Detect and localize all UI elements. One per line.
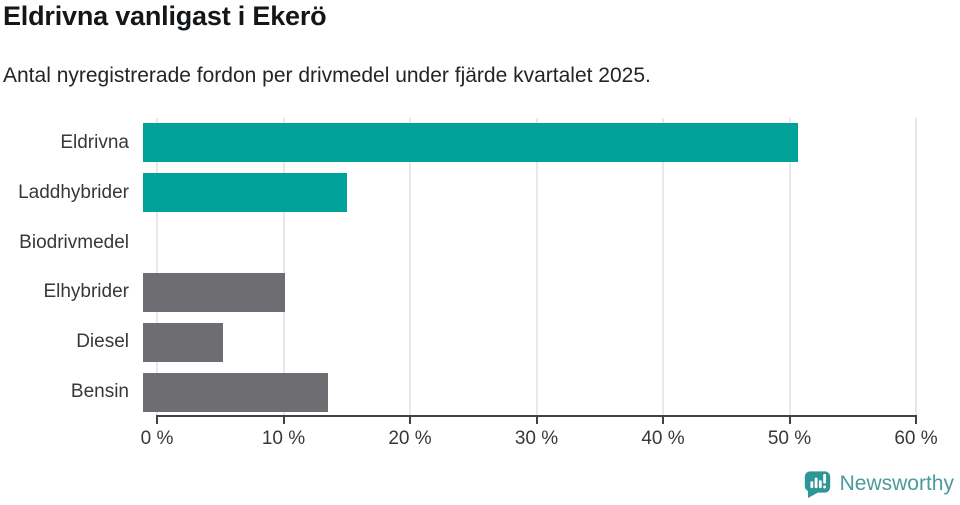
x-tick-label: 20 % (388, 428, 432, 449)
bar (143, 372, 328, 412)
x-axis-line (156, 415, 917, 417)
bar-row: Laddhybrider (0, 168, 916, 218)
gridline (156, 118, 158, 417)
bar (143, 123, 799, 163)
x-tick-label: 50 % (767, 428, 812, 449)
x-tick-mark (156, 417, 158, 424)
x-tick-mark (788, 417, 791, 424)
gridline (662, 118, 664, 417)
bar (143, 173, 347, 213)
bar-row: Elhybrider (0, 267, 916, 317)
x-tick-mark (282, 417, 285, 424)
gridline (915, 118, 917, 417)
bar-rows: Eldrivna Laddhybrider Biodrivmedel Elhybrid… (0, 118, 916, 417)
gridline (535, 118, 538, 417)
x-tick-mark (662, 417, 664, 424)
category-label: Biodrivmedel (19, 231, 129, 253)
x-tick-label: 10 % (261, 428, 306, 449)
bar-row: Eldrivna (0, 118, 916, 168)
plot-area: 0 % 10 % 20 % 30 % 40 % 50 % 60 % (141, 118, 938, 449)
bar-row: Bensin (0, 367, 916, 417)
category-label: Bensin (70, 381, 129, 403)
x-tick-label: 30 % (514, 428, 559, 449)
brand-name: Newsworthy (839, 472, 954, 495)
bar-chart: 0 % 10 % 20 % 30 % 40 % 50 % 60 % Eldrivna Ladd… (0, 118, 960, 458)
x-tick-mark (535, 417, 538, 424)
bar (143, 272, 285, 312)
x-tick-label: 0 % (140, 428, 174, 449)
brand-footer: Newsworthy (803, 469, 954, 499)
chart-subtitle: Antal nyregistrerade fordon per drivmede… (3, 64, 651, 87)
category-label: Laddhybrider (18, 181, 129, 203)
x-tick-label: 60 % (894, 428, 938, 449)
chart-title: Eldrivna vanligast i Ekerö (3, 1, 327, 31)
bar (143, 322, 223, 362)
gridline (282, 118, 285, 417)
category-label: Diesel (76, 331, 129, 353)
newsworthy-logo-icon (804, 471, 830, 499)
category-label: Elhybrider (43, 281, 129, 303)
bar-row: Biodrivmedel (0, 218, 916, 268)
gridline (788, 118, 791, 417)
bar-row: Diesel (0, 317, 916, 367)
x-tick-mark (915, 417, 917, 424)
category-label: Eldrivna (60, 131, 129, 153)
x-tick-label: 40 % (641, 428, 685, 449)
gridline (409, 118, 411, 417)
x-tick-mark (409, 417, 411, 424)
